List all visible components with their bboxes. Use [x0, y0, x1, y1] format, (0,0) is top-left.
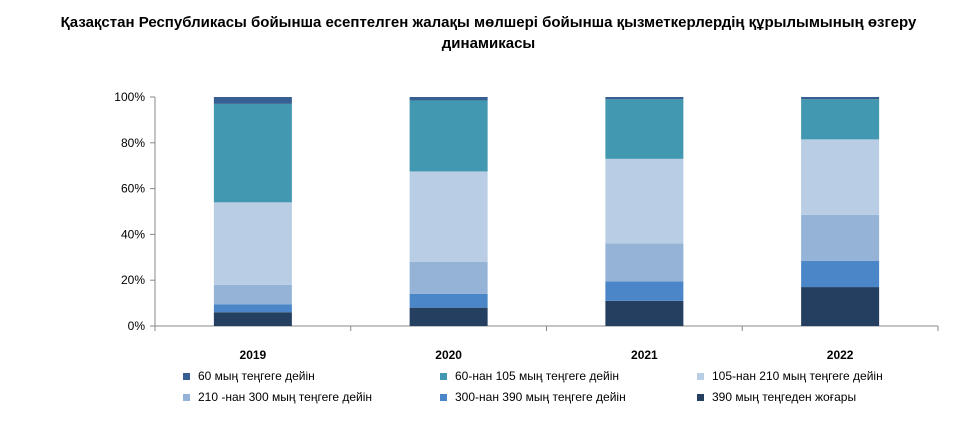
bar-segment: [801, 260, 880, 288]
bar-segment: [801, 139, 880, 215]
y-tick-label: 40%: [121, 227, 145, 241]
bar-segment: [409, 293, 488, 308]
y-tick-label: 100%: [114, 90, 145, 104]
chart-title-line2: динамикасы: [441, 35, 536, 52]
y-tick-label: 20%: [121, 273, 145, 287]
x-tick-label: 2020: [435, 348, 462, 362]
bar-segment: [409, 171, 488, 262]
bar-segment: [605, 99, 684, 159]
bar-segment: [213, 312, 292, 326]
bar-segment: [605, 281, 684, 301]
chart-title-line1: Қазақстан Республикасы бойынша есептелге…: [60, 14, 917, 31]
bar-segment: [605, 158, 684, 244]
chart-title: Қазақстан Республикасы бойынша есептелге…: [0, 12, 977, 54]
bar-segment: [801, 287, 880, 326]
bar-segment: [213, 284, 292, 305]
bar-segment: [213, 103, 292, 203]
bar-segment: [213, 202, 292, 285]
y-tick-label: 0%: [128, 319, 146, 333]
bar-segment: [801, 99, 880, 140]
bar-segment: [801, 97, 880, 100]
x-tick-label: 2021: [631, 348, 658, 362]
bar-segment: [409, 261, 488, 294]
bar-segment: [605, 243, 684, 282]
bar-segment: [409, 100, 488, 172]
bar-segment: [605, 300, 684, 326]
bar-segment: [213, 304, 292, 313]
y-tick-label: 60%: [121, 182, 145, 196]
bar-segment: [213, 97, 292, 104]
bar-segment: [409, 307, 488, 326]
bar-segment: [605, 97, 684, 100]
bar-segment: [801, 214, 880, 261]
y-tick-label: 80%: [121, 136, 145, 150]
x-tick-label: 2019: [240, 348, 267, 362]
x-tick-label: 2022: [827, 348, 854, 362]
bar-segment: [409, 97, 488, 101]
